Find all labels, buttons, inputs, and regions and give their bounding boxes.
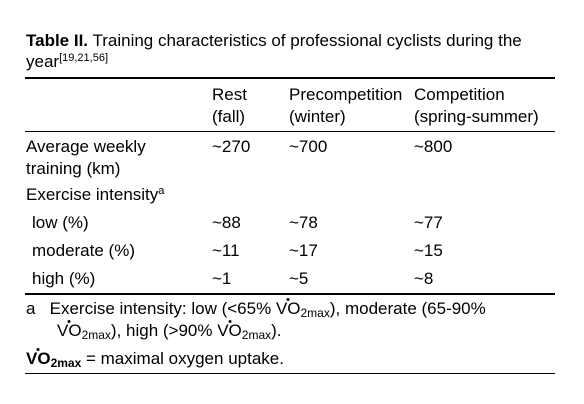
row-label-low: low (%)	[32, 213, 89, 232]
table-cell: ~17	[289, 241, 318, 260]
table-cell: ~8	[414, 269, 434, 288]
table-cell: ~700	[289, 137, 328, 156]
col-header-rest-season: (fall)	[212, 107, 246, 126]
table-caption-text: Training characteristics of professional…	[26, 31, 522, 71]
table-cell: ~11	[212, 241, 240, 260]
footnote-definition: VO2max = maximal oxygen uptake.	[26, 349, 284, 370]
footnote-marker: a	[158, 185, 165, 197]
row-label-intensity: Exercise intensitya	[26, 185, 165, 204]
footnote-a-line2: VO2max), high (>90% VO2max).	[57, 321, 282, 342]
header-rule	[25, 131, 555, 132]
table-cell: ~15	[414, 241, 443, 260]
table-cell: ~5	[289, 269, 309, 288]
col-header-competition: Competition	[414, 85, 505, 104]
row-label-moderate: moderate (%)	[32, 241, 135, 260]
col-header-rest: Rest	[212, 85, 247, 104]
row-label-weekly: Average weekly	[26, 137, 146, 156]
top-rule	[25, 77, 555, 79]
table-caption-refs: [19,21,56]	[59, 52, 109, 64]
table-cell: ~1	[212, 269, 232, 288]
col-header-competition-season: (spring-summer)	[414, 107, 539, 126]
table-cell: ~800	[414, 137, 453, 156]
table-cell: ~270	[212, 137, 251, 156]
table-cell: ~88	[212, 213, 241, 232]
footnote-a-line1: a Exercise intensity: low (<65% VO2max),…	[26, 299, 486, 320]
row-label-weekly-unit: training (km)	[26, 159, 121, 178]
table-cell: ~78	[289, 213, 318, 232]
row-label-high: high (%)	[32, 269, 96, 288]
table-caption: Table II. Training characteristics of pr…	[26, 30, 556, 72]
col-header-precompetition-season: (winter)	[289, 107, 346, 126]
table-cell: ~77	[414, 213, 443, 232]
bottom-rule	[25, 293, 555, 295]
table-label: Table II.	[26, 31, 89, 50]
end-rule	[25, 373, 555, 374]
col-header-precompetition: Precompetition	[289, 85, 403, 104]
